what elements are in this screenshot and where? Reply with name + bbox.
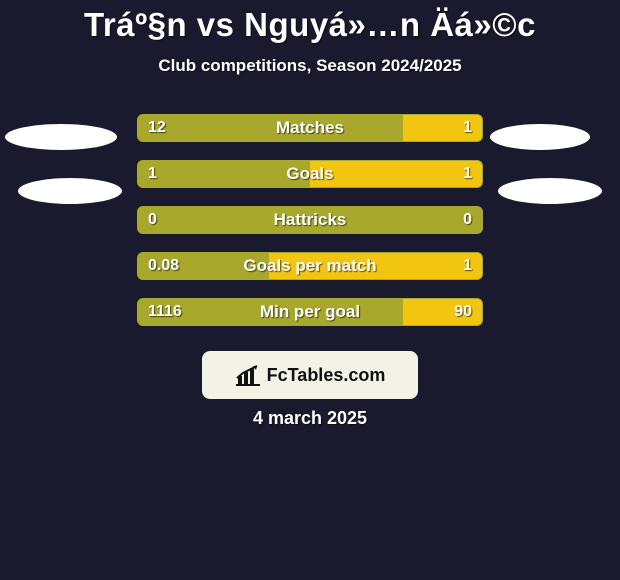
stat-bar-right [310,161,482,187]
stat-bar: Min per goal111690 [137,298,483,326]
page-subtitle: Club competitions, Season 2024/2025 [0,56,620,76]
stat-bar-right [269,253,482,279]
decor-ellipse [498,178,602,204]
stat-bar-right [403,115,482,141]
fctables-logo: FcTables.com [202,351,418,399]
decor-ellipse [490,124,590,150]
page-title: Tráº§n vs Nguyá»…n Äá»©c [0,0,620,44]
stat-bar-left [138,115,403,141]
stat-row: Min per goal111690 [0,298,620,344]
stat-bar-left [138,253,269,279]
stat-bar: Hattricks00 [137,206,483,234]
stat-row: Hattricks00 [0,206,620,252]
decor-ellipse [18,178,122,204]
stat-bar-left [138,207,482,233]
logo-text: FcTables.com [267,365,386,386]
stat-bar: Goals per match0.081 [137,252,483,280]
stat-bar-left [138,161,310,187]
comparison-infographic: Tráº§n vs Nguyá»…n Äá»©c Club competitio… [0,0,620,580]
bar-chart-icon [235,364,261,386]
stat-row: Goals per match0.081 [0,252,620,298]
stat-bar: Goals11 [137,160,483,188]
decor-ellipse [5,124,117,150]
date-label: 4 march 2025 [0,408,620,429]
stat-bar-left [138,299,403,325]
stat-bar: Matches121 [137,114,483,142]
stat-bar-right [403,299,482,325]
